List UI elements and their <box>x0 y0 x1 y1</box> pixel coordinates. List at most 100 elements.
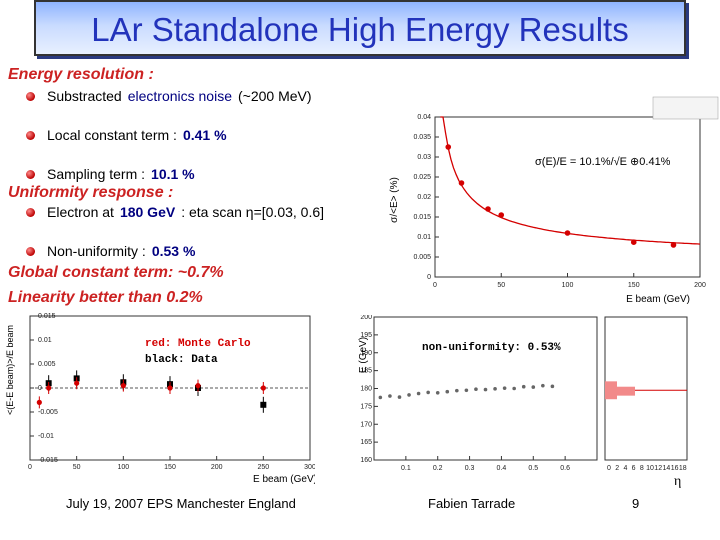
bullet-electron-scan: Electron at 180 GeV : eta scan η=[0.03, … <box>26 204 324 220</box>
data-point <box>550 384 555 389</box>
data-point <box>521 384 526 389</box>
data-point <box>502 386 507 390</box>
bullet-local-constant: Local constant term : 0.41 % <box>26 127 227 143</box>
uniformity-heading: Uniformity response : <box>8 184 174 201</box>
bullet-highlight: 0.41 % <box>182 127 227 143</box>
legend-mc: red: Monte Carlo <box>145 338 251 350</box>
data-point <box>464 388 469 393</box>
y-tick-label: 195 <box>360 332 372 339</box>
resolution-chart: 0 0.005 0.01 0.015 0.02 0.025 0.03 0.035 0.04 0 50… <box>389 96 719 305</box>
data-point <box>670 242 677 248</box>
x-tick-label: 50 <box>497 282 505 289</box>
data-point <box>388 394 392 398</box>
y-tick-label: 200 <box>360 315 372 321</box>
y-tick-label: -0.005 <box>38 409 58 416</box>
x-tick-label: 300 <box>304 464 315 471</box>
hist-tick-label: 16 <box>671 465 679 472</box>
data-point <box>416 391 421 396</box>
hist-tick-label: 8 <box>640 465 644 472</box>
slide-title: LAr Standalone High Energy Results <box>91 11 629 48</box>
y-tick-label: 180 <box>360 386 372 393</box>
y-tick-label: 0.015 <box>413 214 431 221</box>
y-tick-label: 0.005 <box>38 361 56 368</box>
bullet-text: : eta scan η=[0.03, 0.6] <box>181 204 325 220</box>
data-point <box>474 387 478 392</box>
fit-curve <box>440 116 701 245</box>
bullet-text: Non-uniformity : <box>47 243 146 259</box>
y-tick-label: 0.01 <box>38 337 52 344</box>
data-point <box>512 386 516 391</box>
data-point <box>483 387 488 392</box>
data-point-mc <box>195 383 201 389</box>
page-number: 9 <box>632 496 640 511</box>
bullet-icon <box>26 91 35 101</box>
x-axis-label: η <box>674 474 681 489</box>
energy-resolution-heading: Energy resolution : <box>8 66 154 83</box>
fit-formula: σ(E)/E = 10.1%/√E ⊕0.41% <box>535 156 671 168</box>
bullet-sampling-term: Sampling term : 10.1 % <box>26 166 195 182</box>
x-tick-label: 100 <box>117 464 129 471</box>
data-point <box>445 144 452 150</box>
y-tick-label: 0 <box>427 274 431 281</box>
bullet-highlight: 0.53 % <box>151 243 196 259</box>
hist-bar <box>617 386 635 396</box>
hist-bar <box>605 381 617 400</box>
hist-tick-label: 18 <box>679 465 687 472</box>
x-tick-label: 0.4 <box>497 465 507 472</box>
non-uniformity-label: non-uniformity: 0.53% <box>422 342 561 354</box>
y-axis-label: E (GeV) <box>358 337 369 373</box>
y-tick-label: 0.015 <box>38 313 56 320</box>
x-tick-label: 0.5 <box>528 465 538 472</box>
linearity-heading: Linearity better than 0.2% <box>8 289 203 306</box>
data-point <box>407 393 411 397</box>
bullet-non-uniformity: Non-uniformity : 0.53 % <box>26 243 195 259</box>
bullet-text: (~200 MeV) <box>238 88 312 104</box>
bullet-icon <box>26 169 35 179</box>
bullet-text: Electron at <box>47 204 114 220</box>
y-axis-label: σ/<E> (%) <box>389 177 400 223</box>
x-tick-label: 150 <box>164 464 176 471</box>
y-tick-label: 0.025 <box>413 174 431 181</box>
data-point-data <box>260 401 267 408</box>
data-point <box>531 385 536 389</box>
hist-tick-label: 14 <box>663 465 671 472</box>
data-point-mc <box>36 399 42 405</box>
bullet-text: Local constant term : <box>47 127 177 143</box>
data-point <box>630 239 637 245</box>
hist-tick-label: 4 <box>623 465 627 472</box>
bullet-electronics-noise: Substracted electronics noise (~200 MeV) <box>26 88 312 104</box>
bullet-text: Sampling term : <box>47 166 146 182</box>
data-point <box>445 389 450 394</box>
x-tick-label: 50 <box>73 464 81 471</box>
y-tick-label: -0.01 <box>38 433 54 440</box>
x-tick-label: 0.2 <box>433 465 443 472</box>
x-tick-label: 200 <box>211 464 223 471</box>
x-tick-label: 0 <box>433 282 437 289</box>
y-tick-label: 170 <box>360 421 372 428</box>
global-constant-heading: Global constant term: ~0.7% <box>8 264 224 281</box>
data-point <box>564 230 571 236</box>
bullet-highlight: 180 GeV <box>119 204 176 220</box>
bullet-highlight: 10.1 % <box>151 166 195 182</box>
data-point <box>493 387 497 391</box>
x-tick-label: 0.6 <box>560 465 570 472</box>
y-tick-label: 160 <box>360 457 372 464</box>
y-tick-label: 0.04 <box>417 114 431 121</box>
data-point <box>397 395 402 399</box>
data-point <box>455 388 459 393</box>
hist-tick-label: 10 <box>646 465 654 472</box>
title-banner: LAr Standalone High Energy Results <box>34 0 686 56</box>
y-tick-label: 0.035 <box>413 134 431 141</box>
bullet-icon <box>26 246 35 256</box>
x-tick-label: 0.3 <box>465 465 475 472</box>
y-tick-label: 0.02 <box>417 194 431 201</box>
y-tick-label: 190 <box>360 350 372 357</box>
data-point <box>378 395 383 400</box>
y-tick-label: -0.015 <box>38 457 58 464</box>
x-axis-label: E beam (GeV) <box>626 294 690 305</box>
x-axis-label: E beam (GeV) <box>253 474 315 485</box>
y-axis-label: <(E-E beam)>/E beam <box>5 325 15 415</box>
data-point-mc <box>167 385 173 391</box>
x-tick-label: 250 <box>257 464 269 471</box>
